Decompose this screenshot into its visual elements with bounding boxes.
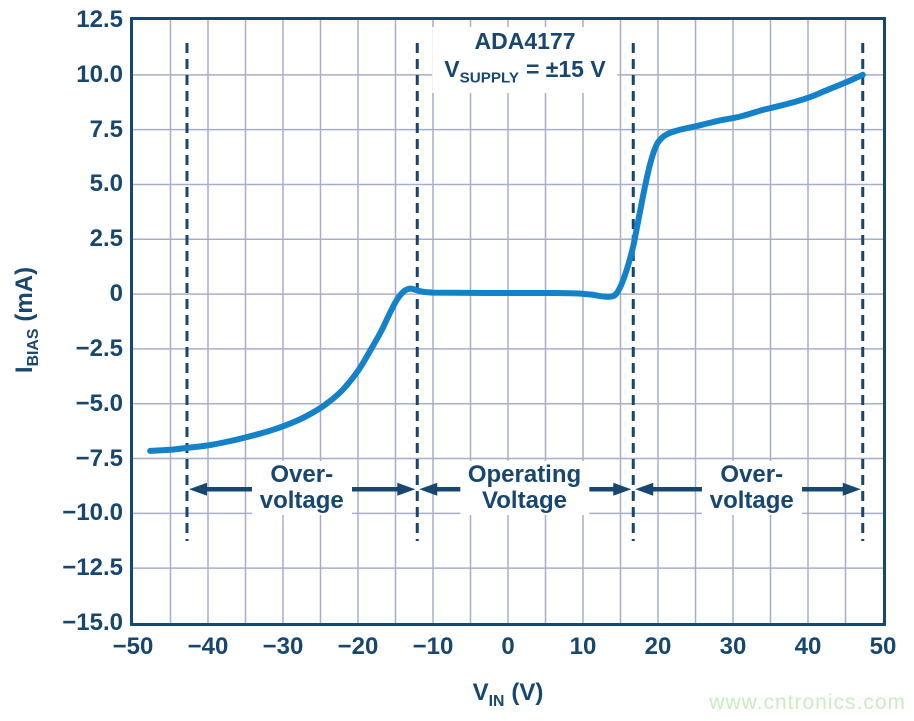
x-tick-label: 30 bbox=[719, 633, 747, 660]
region-label-line: Over- bbox=[270, 461, 334, 488]
x-axis-subscript: IN bbox=[488, 692, 505, 710]
arrow-right-head bbox=[613, 482, 632, 496]
x-tick-label: −40 bbox=[187, 633, 229, 660]
y-tick-label: −5.0 bbox=[75, 389, 123, 417]
y-tick-label: 0 bbox=[109, 280, 123, 308]
region-label-overvoltage-right: Over- voltage bbox=[701, 461, 802, 515]
x-tick-label: 0 bbox=[501, 633, 515, 660]
chart-title: ADA4177 bbox=[474, 28, 576, 54]
subtitle-subscript: SUPPLY bbox=[459, 69, 519, 87]
subtitle-value: = ±15 V bbox=[525, 56, 606, 82]
y-tick-label: −12.5 bbox=[62, 554, 123, 582]
x-axis-symbol: V bbox=[472, 679, 489, 706]
x-tick-label: −50 bbox=[112, 633, 154, 660]
region-label-line: Over- bbox=[720, 461, 784, 488]
bias-current-curve bbox=[147, 71, 866, 454]
arrow-left-head bbox=[635, 482, 654, 496]
region-label-line: Operating bbox=[467, 461, 582, 488]
y-tick-label: −7.5 bbox=[75, 444, 123, 472]
plot-area bbox=[130, 17, 886, 626]
y-tick-label: 5.0 bbox=[89, 170, 123, 198]
x-axis-title: VIN (V) bbox=[473, 679, 544, 711]
chart-canvas bbox=[133, 20, 883, 623]
region-label-overvoltage-left: Over- voltage bbox=[251, 461, 352, 515]
region-label-line: Voltage bbox=[482, 487, 567, 514]
y-tick-label: −10.0 bbox=[62, 499, 123, 527]
y-tick-label: −15.0 bbox=[62, 609, 123, 636]
watermark: www.cntronics.com bbox=[709, 691, 906, 714]
x-tick-label: 10 bbox=[569, 633, 597, 660]
region-label-operating-voltage: Operating Voltage bbox=[459, 461, 590, 515]
y-axis-symbol: I bbox=[11, 366, 39, 374]
arrow-right-head bbox=[842, 482, 861, 496]
x-axis-unit: (V) bbox=[511, 679, 544, 706]
region-label-line: voltage bbox=[709, 487, 794, 514]
subtitle-symbol: V bbox=[444, 56, 460, 82]
region-label-line: voltage bbox=[259, 487, 344, 514]
y-tick-label: 12.5 bbox=[76, 6, 123, 33]
arrow-left-head bbox=[419, 482, 438, 496]
x-tick-label: 20 bbox=[644, 633, 672, 660]
x-tick-label: 50 bbox=[869, 633, 897, 660]
arrow-left-head bbox=[189, 482, 207, 496]
x-tick-label: −30 bbox=[262, 633, 304, 660]
y-tick-label: 10.0 bbox=[76, 60, 123, 88]
x-tick-label: 40 bbox=[794, 633, 822, 660]
x-tick-label: −10 bbox=[412, 633, 454, 660]
arrow-right-head bbox=[397, 482, 416, 496]
chart-annotation: ADA4177 VSUPPLY = ±15 V bbox=[432, 27, 618, 93]
y-tick-label: 2.5 bbox=[89, 225, 123, 253]
chart-subtitle: VSUPPLY = ±15 V bbox=[444, 55, 605, 93]
y-tick-label: 7.5 bbox=[89, 115, 123, 143]
x-tick-label: −20 bbox=[337, 633, 379, 660]
y-tick-label: −2.5 bbox=[75, 334, 123, 362]
